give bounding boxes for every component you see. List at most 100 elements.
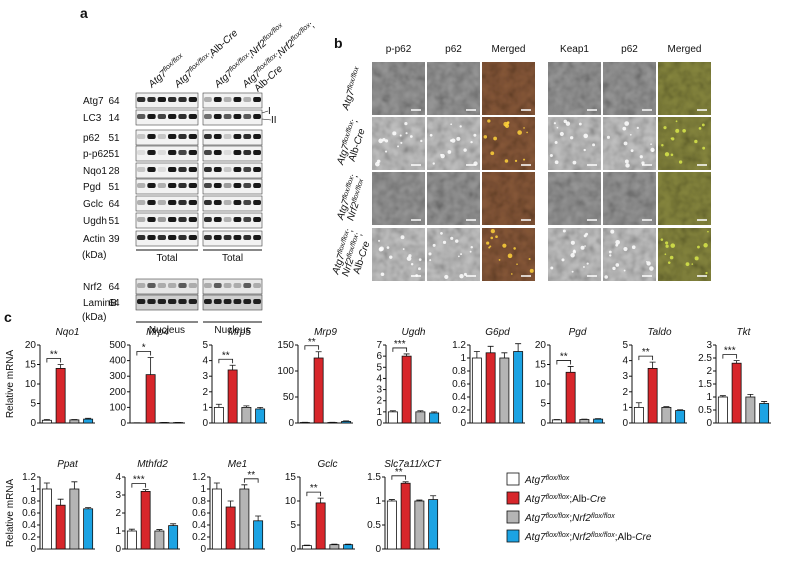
blot-band: [243, 114, 251, 119]
aggregate: [570, 253, 574, 257]
aggregate: [607, 136, 610, 139]
y-tick-label: 400: [109, 356, 126, 367]
blot-band: [158, 134, 166, 139]
blot-band: [178, 283, 186, 288]
y-tick-label: 300: [109, 371, 126, 382]
aggregate: [379, 246, 384, 251]
blot-band: [234, 167, 242, 172]
error-bar: [71, 482, 77, 489]
y-tick-label: 0: [288, 418, 294, 429]
error-bar: [474, 352, 480, 359]
bar: [500, 358, 509, 423]
blot-band: [204, 150, 212, 155]
chart-title: Tkt: [737, 327, 752, 338]
label-part: Atg7: [340, 88, 357, 112]
aggregate: [523, 127, 525, 129]
y-tick-label: 4: [202, 356, 208, 367]
label: Atg7flox/flox;Nrf2flox/flox;Alb-Cre: [524, 532, 652, 544]
error-bar: [318, 498, 324, 503]
blot-band: [234, 114, 242, 119]
error-bar: [148, 357, 154, 374]
significance-label: **: [560, 351, 568, 362]
error-bar: [58, 499, 64, 505]
label-part: flox/flox: [546, 475, 570, 482]
blot-band: [189, 114, 197, 119]
image-header: p62: [445, 44, 462, 55]
y-tick-label: 0.8: [22, 496, 36, 507]
blot-row-label: Nrf2: [83, 282, 102, 293]
blot-kda: 64: [108, 282, 120, 293]
blot-band: [158, 97, 166, 102]
micrograph: [372, 228, 425, 281]
aggregate: [397, 145, 399, 147]
y-tick-label: 1: [622, 402, 628, 413]
bar: [155, 531, 164, 549]
aggregate: [450, 237, 453, 240]
blot-band: [204, 97, 212, 102]
y-tick-label: 1.2: [22, 472, 36, 483]
blot-band: [178, 183, 186, 188]
y-tick-label: 0: [375, 544, 381, 555]
aggregate: [430, 134, 433, 137]
y-tick-label: 1: [375, 496, 381, 507]
y-tick-label: 15: [25, 360, 37, 371]
error-bar: [650, 362, 656, 368]
aggregate: [555, 141, 558, 144]
bar: [514, 352, 523, 424]
chart-title: Me1: [228, 459, 247, 470]
aggregate: [661, 144, 663, 146]
blot-band: [243, 217, 251, 222]
y-tick-label: 150: [277, 340, 294, 351]
panel-label: b: [334, 35, 343, 51]
y-tick-label: 5: [202, 340, 208, 351]
error-bar: [255, 516, 261, 521]
aggregate: [637, 127, 639, 129]
blot-band: [147, 299, 155, 304]
micrograph: [372, 172, 425, 225]
blot-band: [168, 114, 176, 119]
y-tick-label: 0.4: [192, 520, 206, 531]
label: Atg7flox/flox: [340, 65, 365, 112]
aggregate: [587, 262, 589, 264]
y-tick-label: 0: [120, 418, 126, 429]
y-tick-label: 1: [200, 484, 206, 495]
legend-swatch: [507, 530, 519, 542]
bar: [430, 413, 439, 423]
y-tick-label: 3: [706, 340, 712, 351]
y-tick-label: 5: [30, 399, 36, 410]
blot-band: [189, 97, 197, 102]
aggregate: [516, 263, 518, 265]
label-part: ;Alb-: [615, 532, 636, 543]
significance-label: *: [142, 342, 146, 353]
blot-frame: [136, 130, 198, 145]
blot-band: [243, 235, 251, 240]
y-tick-label: 0: [30, 418, 36, 429]
bar: [56, 505, 65, 549]
y-axis-label: Relative mRNA: [5, 350, 16, 419]
bar: [415, 501, 424, 549]
y-tick-label: 0.6: [22, 508, 36, 519]
bar: [552, 420, 561, 423]
blot-frame: [136, 279, 198, 294]
blot-band: [147, 167, 155, 172]
aggregate: [455, 239, 458, 242]
y-tick-label: 5: [290, 520, 296, 531]
aggregate: [585, 233, 588, 236]
micrograph: [603, 117, 656, 170]
aggregate: [408, 254, 411, 257]
label-part: Cre: [635, 532, 652, 543]
aggregate: [471, 246, 473, 248]
error-bar: [214, 483, 220, 489]
y-tick-label: 2.5: [698, 353, 712, 364]
aggregate: [652, 150, 654, 152]
aggregate: [686, 262, 690, 266]
y-tick-label: 7: [376, 340, 382, 351]
chart-title: Taldo: [647, 327, 672, 338]
bar: [662, 407, 671, 423]
aggregate: [493, 137, 497, 141]
aggregate: [508, 254, 513, 259]
blot-band: [243, 167, 251, 172]
blot-band: [189, 134, 197, 139]
significance-label: **: [642, 347, 650, 358]
bar: [760, 404, 769, 424]
